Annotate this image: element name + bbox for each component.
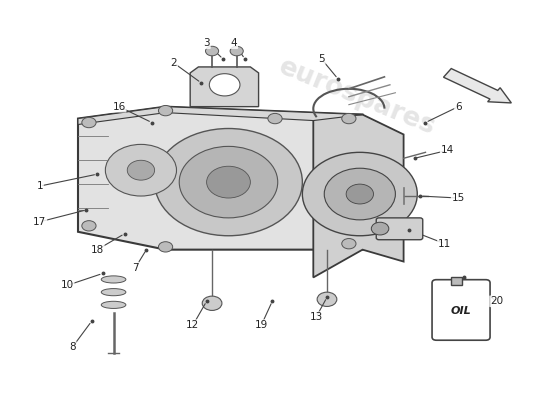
- Circle shape: [268, 114, 282, 124]
- Text: since 1985: since 1985: [336, 166, 411, 207]
- Text: 3: 3: [204, 38, 210, 48]
- Polygon shape: [78, 107, 362, 250]
- Text: 15: 15: [452, 193, 465, 203]
- Text: 20: 20: [490, 296, 503, 306]
- Circle shape: [155, 128, 302, 236]
- FancyBboxPatch shape: [376, 218, 423, 240]
- Polygon shape: [314, 114, 404, 278]
- Text: 5: 5: [318, 54, 325, 64]
- Text: eurospares: eurospares: [275, 54, 439, 140]
- Text: 8: 8: [69, 342, 76, 352]
- Ellipse shape: [101, 276, 126, 283]
- Text: 17: 17: [33, 217, 46, 227]
- Circle shape: [346, 184, 373, 204]
- Polygon shape: [190, 67, 258, 107]
- Text: 13: 13: [310, 312, 323, 322]
- Circle shape: [210, 74, 240, 96]
- Ellipse shape: [101, 288, 126, 296]
- Text: 6: 6: [455, 102, 461, 112]
- Circle shape: [158, 242, 173, 252]
- Circle shape: [82, 221, 96, 231]
- Text: 11: 11: [438, 239, 451, 249]
- Ellipse shape: [101, 301, 126, 308]
- Text: 18: 18: [91, 245, 104, 255]
- Circle shape: [342, 238, 356, 249]
- Circle shape: [106, 144, 177, 196]
- Circle shape: [82, 117, 96, 128]
- Text: 1: 1: [36, 181, 43, 191]
- FancyBboxPatch shape: [432, 280, 490, 340]
- Text: 16: 16: [112, 102, 125, 112]
- Text: 12: 12: [186, 320, 200, 330]
- Text: 14: 14: [441, 145, 454, 155]
- Text: 10: 10: [60, 280, 74, 290]
- FancyBboxPatch shape: [451, 277, 462, 285]
- Text: 19: 19: [255, 320, 268, 330]
- Circle shape: [127, 160, 155, 180]
- Text: 4: 4: [230, 38, 237, 48]
- Circle shape: [207, 166, 250, 198]
- Circle shape: [342, 114, 356, 124]
- Text: a passion: a passion: [277, 122, 350, 163]
- Circle shape: [317, 292, 337, 306]
- Circle shape: [302, 152, 417, 236]
- Circle shape: [230, 46, 243, 56]
- Text: 7: 7: [132, 262, 139, 272]
- FancyArrow shape: [443, 68, 512, 103]
- Circle shape: [158, 106, 173, 116]
- Circle shape: [202, 296, 222, 310]
- Circle shape: [371, 222, 389, 235]
- Text: OIL: OIL: [450, 306, 471, 316]
- Text: for parts: for parts: [307, 143, 374, 182]
- Circle shape: [324, 168, 395, 220]
- Polygon shape: [78, 107, 362, 124]
- Text: 2: 2: [170, 58, 177, 68]
- Circle shape: [179, 146, 278, 218]
- Circle shape: [206, 46, 219, 56]
